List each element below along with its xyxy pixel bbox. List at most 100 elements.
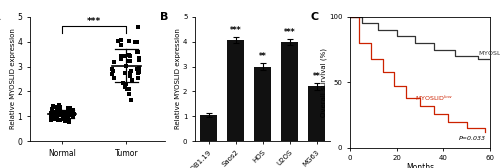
Point: [121, 83, 129, 86]
Point: [126, 72, 134, 74]
Point: [53, 115, 61, 117]
Point: [64, 114, 72, 117]
Text: ***: ***: [87, 16, 102, 26]
Point: [47, 112, 55, 114]
Point: [135, 59, 143, 62]
Point: [56, 119, 64, 122]
Point: [47, 115, 55, 118]
Point: [56, 113, 64, 115]
Point: [134, 72, 141, 74]
Point: [60, 114, 68, 116]
Point: [48, 114, 56, 117]
Point: [125, 92, 133, 95]
Point: [68, 109, 76, 111]
Point: [118, 43, 126, 46]
Point: [66, 107, 74, 110]
Point: [64, 112, 72, 114]
Point: [125, 53, 133, 56]
Point: [48, 105, 56, 108]
Point: [54, 108, 62, 111]
Point: [70, 113, 78, 116]
Point: [64, 117, 72, 120]
Point: [58, 111, 66, 113]
Point: [126, 40, 134, 42]
Point: [122, 88, 130, 91]
Point: [50, 105, 58, 108]
Point: [56, 119, 64, 121]
Point: [131, 41, 139, 44]
Point: [127, 70, 135, 73]
Point: [69, 110, 77, 113]
Point: [59, 111, 67, 114]
Point: [52, 114, 60, 116]
Bar: [254, 67, 271, 141]
Point: [132, 68, 140, 70]
Point: [58, 111, 66, 114]
Text: C: C: [311, 12, 319, 22]
Point: [126, 59, 134, 62]
Point: [110, 60, 118, 63]
Point: [126, 75, 134, 78]
Point: [121, 72, 129, 74]
Point: [54, 119, 62, 121]
Point: [126, 55, 134, 57]
Point: [126, 88, 134, 90]
Point: [46, 113, 54, 116]
Point: [50, 118, 58, 121]
Point: [134, 41, 141, 43]
Text: P=0.033: P=0.033: [458, 136, 485, 141]
Point: [58, 118, 66, 120]
Point: [135, 67, 143, 69]
Point: [65, 120, 73, 122]
Point: [134, 77, 142, 80]
Bar: [281, 42, 298, 141]
Point: [120, 54, 128, 57]
Point: [118, 39, 126, 42]
Text: **: **: [258, 52, 266, 61]
Point: [64, 114, 72, 117]
Point: [48, 119, 56, 122]
Text: MYOSLID$^{high}$: MYOSLID$^{high}$: [478, 49, 500, 58]
Point: [134, 26, 141, 29]
Text: B: B: [160, 12, 168, 22]
Point: [68, 111, 76, 113]
Point: [63, 115, 71, 118]
Point: [68, 112, 76, 115]
Point: [60, 113, 68, 116]
Point: [48, 118, 56, 120]
Point: [54, 109, 62, 111]
Point: [54, 113, 62, 116]
Point: [122, 82, 130, 85]
Point: [109, 70, 117, 73]
Point: [47, 112, 55, 115]
Text: ***: ***: [284, 28, 296, 37]
Point: [116, 54, 124, 57]
Point: [56, 109, 64, 112]
Point: [62, 114, 70, 117]
Point: [61, 120, 69, 123]
Point: [62, 112, 70, 115]
Point: [117, 58, 125, 60]
Text: ***: ***: [230, 26, 241, 35]
Point: [114, 39, 122, 42]
Point: [68, 112, 76, 115]
Point: [50, 110, 58, 113]
Bar: [227, 40, 244, 141]
Point: [58, 112, 66, 115]
Point: [66, 121, 74, 124]
Point: [135, 70, 143, 73]
Point: [125, 60, 133, 62]
Point: [62, 118, 70, 120]
Point: [136, 57, 143, 59]
Point: [128, 78, 136, 81]
Point: [52, 112, 60, 115]
Point: [60, 110, 68, 113]
Point: [132, 50, 140, 53]
Point: [108, 67, 116, 70]
Point: [58, 111, 66, 114]
Point: [50, 110, 58, 113]
Text: MYOSLID$^{low}$: MYOSLID$^{low}$: [416, 93, 453, 103]
Text: A: A: [0, 12, 1, 22]
Point: [50, 106, 58, 109]
Point: [49, 113, 57, 115]
